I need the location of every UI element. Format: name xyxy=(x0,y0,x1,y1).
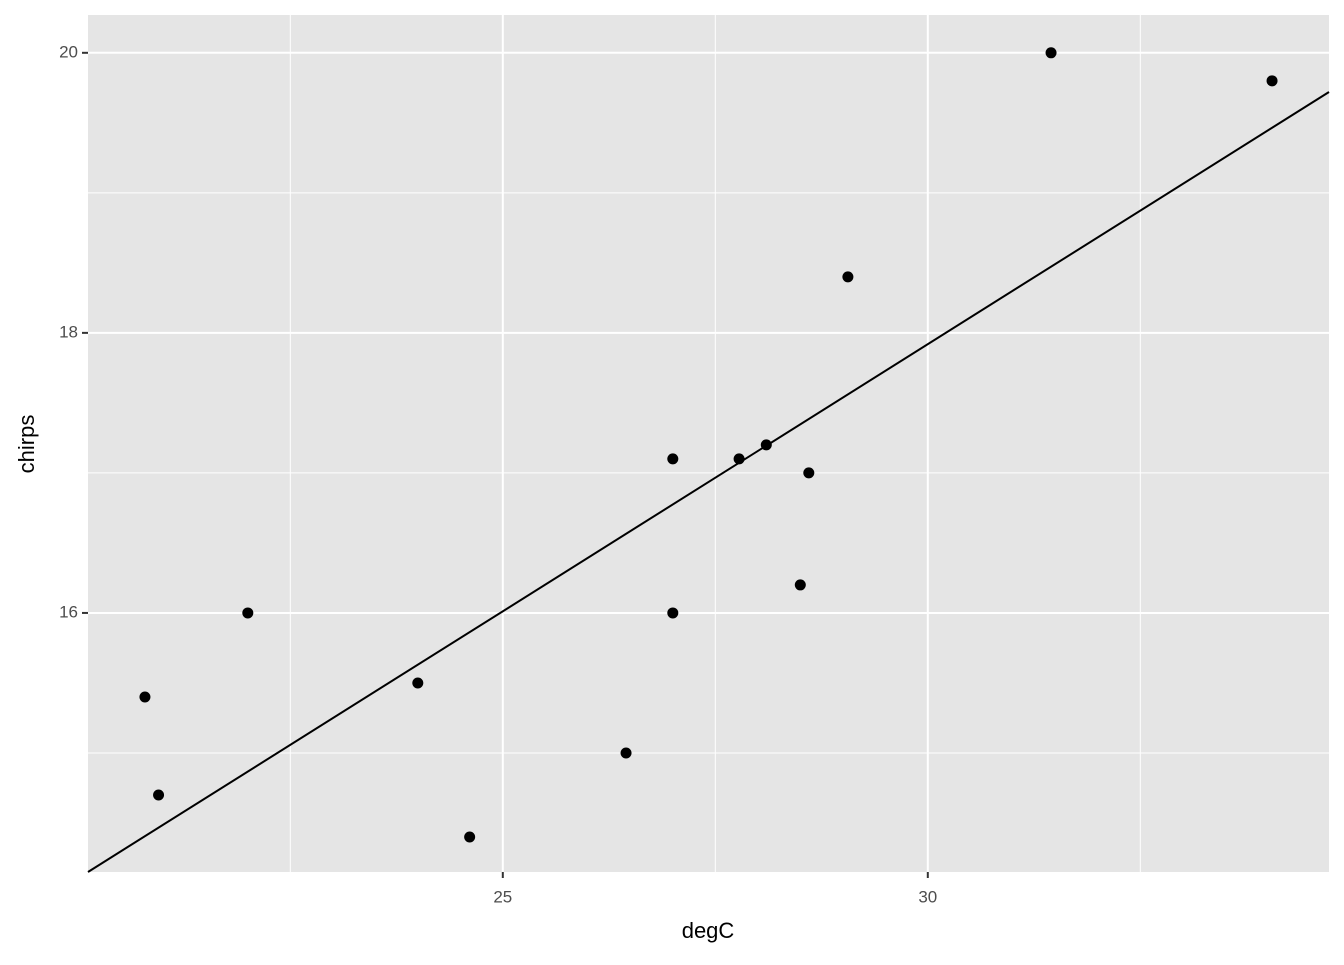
point xyxy=(153,789,165,801)
y-tick-label: 18 xyxy=(59,322,78,341)
point xyxy=(620,747,632,759)
x-tick-label: 25 xyxy=(493,887,512,906)
fit-line xyxy=(87,91,1330,873)
point xyxy=(803,467,815,479)
x-tick-label: 30 xyxy=(918,887,937,906)
point xyxy=(842,271,854,283)
point xyxy=(412,677,424,689)
y-axis-title: chirps xyxy=(14,415,39,474)
point xyxy=(464,831,476,843)
point xyxy=(1266,75,1278,87)
point xyxy=(1045,47,1057,59)
point xyxy=(733,453,745,465)
point xyxy=(667,607,679,619)
point xyxy=(667,453,679,465)
point xyxy=(242,607,254,619)
y-tick-label: 16 xyxy=(59,602,78,621)
y-tick-label: 20 xyxy=(59,42,78,61)
x-axis-title: degC xyxy=(682,918,735,943)
point xyxy=(139,691,151,703)
point xyxy=(794,579,806,591)
panel xyxy=(88,15,1329,872)
point xyxy=(760,439,772,451)
